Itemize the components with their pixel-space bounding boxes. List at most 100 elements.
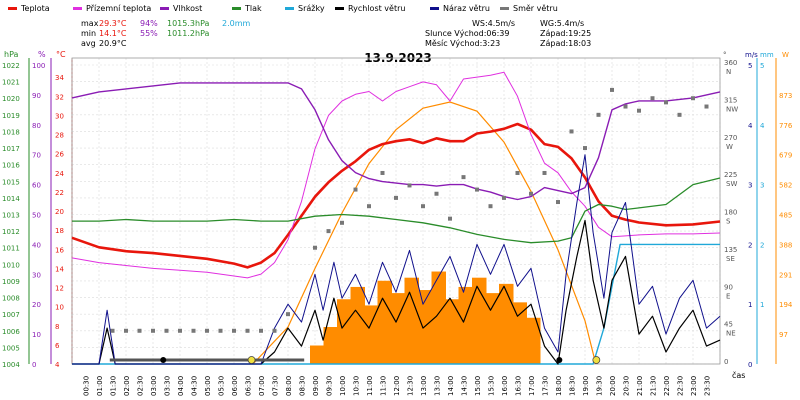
pct-tick-label: 50	[32, 212, 41, 220]
hpa-tick-label: 1004	[2, 361, 20, 369]
x-tick-label: 02:30	[137, 376, 145, 396]
x-tick-label: 01:30	[110, 376, 118, 396]
mm-tick-label: 4	[760, 122, 765, 130]
legend-swatch	[73, 7, 82, 10]
x-tick-label: 17:30	[542, 376, 550, 396]
legend-item: Tlak	[232, 4, 262, 13]
temp-tick-label: 8	[55, 323, 59, 331]
series-line-teplota	[71, 122, 721, 269]
x-axis: 00:30 01:00 01:30 02:00 02:30 03:00 03:30 04:00…	[83, 376, 712, 396]
legend-swatch	[335, 7, 344, 10]
pct-tick-label: 80	[32, 122, 41, 130]
mm-tick-label: 5	[760, 62, 764, 70]
hpa-tick-label: 1014	[2, 195, 20, 203]
pct-tick-label: 10	[32, 331, 41, 339]
stat-value: 20.9°C	[99, 39, 127, 48]
dir-tick-label: 180	[724, 209, 737, 217]
legend-label: Tlak	[244, 4, 262, 13]
x-tick-label: 07:30	[272, 376, 280, 396]
wind-direction-point	[691, 96, 695, 101]
temp-tick-label: 26	[55, 151, 64, 159]
pct-tick-label: 0	[32, 361, 36, 369]
dir-tick-label: 270	[724, 134, 737, 142]
wind-direction-point	[367, 204, 371, 209]
w-tick-label: 291	[779, 271, 792, 279]
x-tick-label: 16:30	[515, 376, 523, 396]
x-tick-label: 08:00	[285, 376, 293, 396]
hpa-axis-unit: hPa	[4, 50, 19, 59]
ms-axis-unit: m/s	[745, 51, 758, 59]
w-tick-label: 776	[779, 122, 793, 130]
x-tick-label: 19:00	[582, 376, 590, 396]
temp-axis-unit: °C	[56, 50, 66, 59]
x-tick-label: 12:00	[393, 376, 401, 396]
series-line-tlak	[72, 177, 721, 244]
wind-direction-point	[421, 204, 425, 209]
w-axis-unit: W	[782, 51, 789, 59]
moonrise-marker	[160, 357, 167, 363]
solar-bar	[404, 277, 419, 364]
wind-direction-point	[650, 96, 655, 101]
x-tick-label: 10:00	[339, 376, 347, 396]
dir-tick-label: 135	[724, 246, 737, 254]
wind-direction-point	[529, 191, 533, 196]
legend-label: Teplota	[20, 4, 50, 13]
dir-tick-compass: NW	[726, 105, 738, 113]
hpa-tick-label: 1019	[2, 112, 20, 120]
x-tick-label: 05:00	[204, 376, 212, 396]
wind-direction-point	[502, 195, 506, 200]
hpa-tick-label: 1006	[2, 328, 20, 336]
dir-tick-compass: W	[726, 143, 733, 151]
temp-tick-label: 32	[55, 93, 64, 101]
sunrise-marker	[247, 356, 256, 364]
legend-swatch	[430, 7, 439, 10]
moon-rise: Měsíc Východ:3:23	[425, 39, 500, 48]
dir-tick-compass: E	[726, 292, 730, 300]
w-tick-label: 194	[779, 301, 793, 309]
w-tick-label: 679	[779, 152, 792, 160]
wind-direction-point	[434, 191, 439, 196]
legend-label: Náraz větru	[443, 4, 490, 13]
legend-label: Směr větru	[513, 4, 558, 13]
x-tick-label: 03:00	[150, 376, 158, 396]
stat-value: avg	[81, 39, 96, 48]
dir-tick-label: 360	[724, 59, 737, 67]
x-tick-label: 09:30	[326, 376, 334, 396]
temp-tick-label: 28	[55, 132, 64, 140]
solar-bar	[472, 277, 487, 364]
legend-item: Vlhkost	[160, 4, 202, 13]
stat-value: 1015.3hPa	[167, 19, 210, 28]
dir-tick-label: 45	[724, 321, 733, 329]
wind-direction-point	[556, 200, 560, 205]
legend-swatch	[160, 7, 169, 10]
hpa-tick-label: 1010	[2, 261, 20, 269]
wind-direction-point	[205, 328, 209, 333]
temp-tick-label: 20	[55, 208, 64, 216]
x-tick-label: 11:30	[380, 376, 388, 396]
x-tick-label: 00:30	[83, 376, 91, 396]
wind-direction-point	[353, 187, 358, 192]
wind-direction-point	[461, 175, 466, 180]
x-tick-label: 04:00	[177, 376, 185, 396]
legend-item: Rychlost větru	[335, 4, 405, 13]
pct-tick-label: 60	[32, 182, 41, 190]
moon-set: Západ:18:03	[540, 39, 591, 48]
hpa-tick-label: 1016	[2, 162, 20, 170]
hpa-tick-label: 1022	[2, 62, 20, 70]
wind-direction-point	[259, 328, 263, 333]
legend: Teplota Přízemní teplota Vlhkost Tlak Srážky…	[8, 4, 558, 13]
x-tick-label: 14:00	[447, 376, 455, 396]
wind-direction-point	[191, 328, 196, 333]
hpa-tick-label: 1020	[2, 95, 20, 103]
ms-tick-label: 0	[748, 361, 752, 369]
x-tick-label: 14:30	[461, 376, 469, 396]
wind-direction-point	[137, 328, 142, 333]
hpa-tick-label: 1012	[2, 228, 20, 236]
mm-axis-unit: mm	[760, 51, 774, 59]
wind-speed-stat: WS:4.5m/s	[472, 19, 515, 28]
solar-bar	[350, 286, 365, 364]
sun-set: Západ:19:25	[540, 29, 591, 38]
dir-tick-label: 0	[724, 358, 728, 366]
